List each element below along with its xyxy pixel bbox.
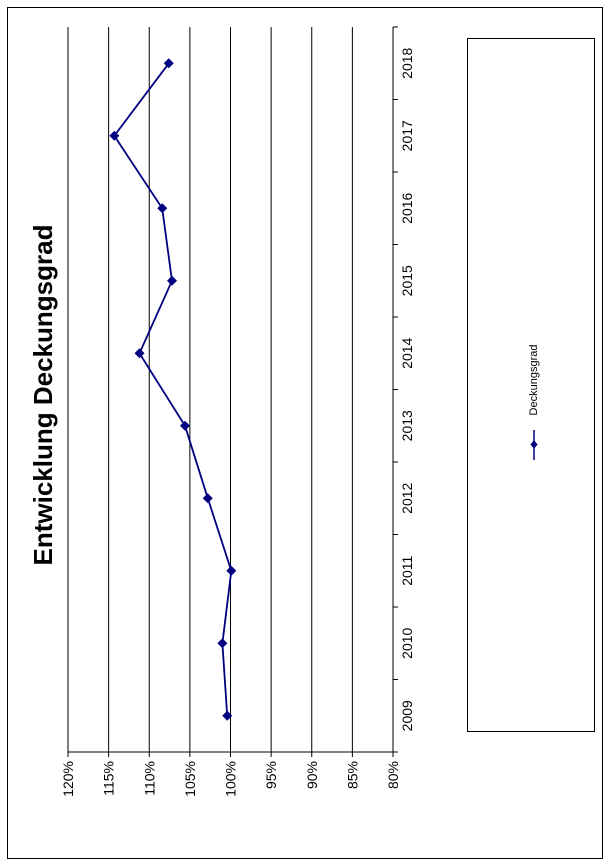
x-tick-label: 2009: [399, 700, 415, 731]
data-point: [217, 638, 228, 649]
legend: [467, 38, 595, 732]
data-point: [163, 58, 174, 69]
data-point: [109, 130, 120, 141]
x-tick-label: 2011: [399, 555, 415, 585]
y-tick-label: 120%: [60, 761, 76, 797]
x-tick-label: 2012: [399, 482, 415, 513]
x-tick-label: 2017: [399, 120, 415, 151]
y-tick-label: 90%: [304, 761, 320, 789]
y-tick-label: 105%: [182, 761, 198, 797]
y-tick-label: 100%: [223, 761, 239, 797]
series-deckungsgrad: [109, 58, 237, 721]
data-point: [226, 565, 237, 576]
y-tick-label: 85%: [344, 761, 360, 789]
y-tick-label: 110%: [141, 761, 157, 796]
legend-marker: [530, 430, 538, 460]
data-point: [134, 348, 145, 359]
data-point: [157, 203, 168, 214]
x-tick-label: 2013: [399, 410, 415, 441]
data-point: [167, 275, 177, 286]
legend-item-deckungsgrad: Deckungsgrad: [522, 230, 546, 530]
x-tick-label: 2014: [399, 337, 415, 368]
data-point: [180, 420, 190, 431]
y-tick-label: 95%: [263, 761, 279, 789]
chart-title: Entwicklung Deckungsgrad: [28, 225, 58, 566]
x-tick-label: 2015: [399, 265, 415, 296]
grid-lines: [67, 27, 394, 757]
axes: [68, 26, 398, 753]
y-tick-label: 80%: [385, 761, 401, 789]
x-tick-label: 2018: [399, 47, 415, 78]
y-tick-labels: 120% 115% 110% 105% 100% 95% 90% 85% 80%: [60, 761, 401, 797]
data-point: [202, 493, 213, 504]
y-tick-label: 115%: [101, 761, 117, 796]
x-tick-label: 2010: [399, 627, 415, 658]
legend-label: Deckungsgrad: [528, 344, 540, 416]
x-tick-labels: 2009 2010 2011 2012 2013 2014 2015 2016 2017 2018: [399, 47, 415, 731]
data-point: [222, 710, 233, 721]
series-line: [113, 62, 233, 716]
x-tick-label: 2016: [399, 192, 415, 223]
